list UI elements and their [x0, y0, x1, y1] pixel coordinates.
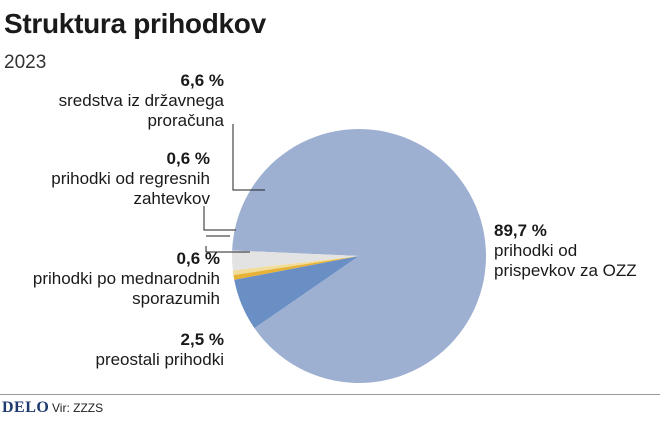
- slice-text: prihodki od regresnih: [51, 169, 210, 188]
- leader-line-drzavni: [232, 124, 265, 191]
- slice-text: proračuna: [147, 111, 224, 130]
- leader-line-preostali: [205, 246, 250, 253]
- slice-value: 2,5 %: [180, 330, 224, 349]
- slice-text: zahtevkov: [133, 189, 210, 208]
- leader-line-regresni: [203, 206, 236, 231]
- slice-text: prihodki po mednarodnih: [32, 269, 220, 288]
- footer: DELO Vir: ZZZS: [0, 394, 660, 425]
- chart-title: Struktura prihodkov: [4, 8, 266, 39]
- slice-text: sporazumih: [132, 289, 220, 308]
- slice-label-drzavni: 6,6 % sredstva iz državnega proračuna: [59, 71, 224, 131]
- slice-label-prispevki: 89,7 % prihodki od prispevkov za OZZ: [494, 221, 637, 281]
- pie-slice-regresni: [233, 256, 359, 280]
- pie-slice-prispevki: [232, 129, 486, 384]
- delo-logo: DELO: [2, 399, 50, 416]
- source-note: Vir: ZZZS: [52, 401, 104, 415]
- slice-label-mednarodni: 0,6 % prihodki po mednarodnih sporazumih: [33, 249, 220, 309]
- slice-value: 0,6 %: [166, 149, 210, 168]
- slice-text: prispevkov za OZZ: [494, 261, 637, 280]
- pie-slice-preostali: [232, 250, 359, 271]
- slice-text: prihodki od: [494, 241, 578, 260]
- pie-chart: [203, 124, 486, 384]
- pie-slice-drzavni: [234, 256, 359, 329]
- slice-value: 89,7 %: [494, 221, 547, 240]
- slice-label-regresni: 0,6 % prihodki od regresnih zahtevkov: [51, 149, 210, 209]
- slice-value: 0,6 %: [176, 249, 220, 268]
- slice-text: preostali prihodki: [95, 350, 224, 369]
- pie-slice-mednarodni: [232, 256, 359, 276]
- slice-value: 6,6 %: [180, 71, 224, 90]
- slice-text: sredstva iz državnega: [58, 91, 224, 110]
- chart-subtitle: 2023: [4, 52, 47, 73]
- slice-label-preostali: 2,5 % preostali prihodki: [95, 330, 224, 370]
